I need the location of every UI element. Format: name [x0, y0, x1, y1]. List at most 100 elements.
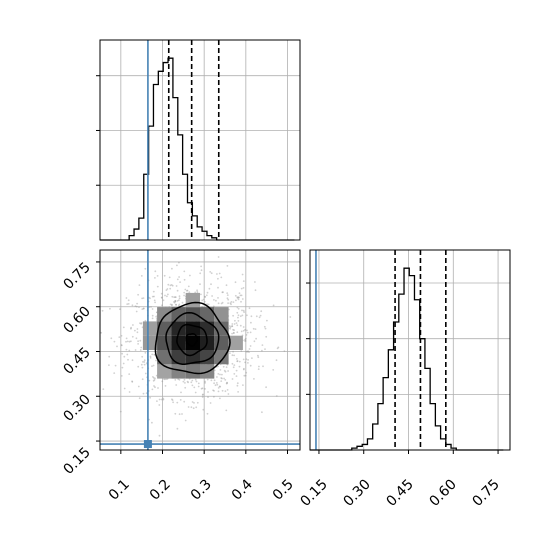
sample-point	[235, 322, 238, 324]
sample-point	[167, 283, 170, 286]
sample-point	[246, 331, 249, 334]
sample-point	[246, 350, 249, 353]
sample-point	[264, 348, 266, 350]
sample-point	[197, 385, 200, 388]
sample-point	[226, 292, 229, 294]
sample-point	[245, 358, 248, 360]
sample-point	[152, 379, 155, 382]
sample-point	[224, 390, 227, 393]
sample-point	[194, 378, 197, 381]
sample-point	[241, 273, 244, 276]
sample-point	[102, 388, 105, 390]
sample-point	[236, 306, 239, 309]
sample-point	[202, 393, 204, 396]
sample-point	[144, 351, 147, 354]
sample-point	[261, 344, 264, 346]
density-cell	[157, 307, 172, 322]
sample-point	[156, 275, 159, 277]
density-layer	[100, 256, 292, 437]
sample-point	[225, 366, 228, 369]
sample-point	[174, 299, 177, 302]
sample-point	[108, 355, 111, 358]
sample-point	[163, 378, 166, 381]
sample-point	[201, 394, 204, 396]
sample-point	[236, 358, 238, 360]
sample-point	[128, 391, 131, 393]
sample-point	[175, 285, 178, 287]
sample-point	[158, 398, 161, 401]
sample-point	[229, 302, 232, 304]
sample-point	[283, 350, 286, 352]
sample-point	[219, 397, 221, 400]
sample-point	[231, 325, 233, 328]
sample-point	[126, 340, 129, 343]
sample-point	[206, 412, 209, 415]
sample-point	[119, 308, 121, 311]
sample-point	[237, 298, 240, 301]
sample-point	[210, 272, 213, 275]
sample-point	[212, 389, 215, 392]
sample-point	[244, 328, 246, 331]
sample-point	[134, 349, 137, 351]
sample-point	[140, 275, 143, 277]
sample-point	[249, 345, 252, 347]
density-cell	[142, 321, 158, 336]
sample-point	[145, 392, 148, 395]
sample-point	[178, 303, 181, 306]
sample-point	[109, 307, 111, 310]
sample-point	[229, 326, 232, 329]
sample-point	[244, 337, 247, 340]
sample-point	[138, 306, 140, 308]
density-cell	[171, 321, 186, 336]
sample-point	[253, 378, 255, 380]
sample-point	[134, 329, 136, 332]
sample-point	[174, 296, 177, 298]
sample-point	[130, 340, 132, 343]
sample-point	[184, 419, 187, 422]
sample-point	[217, 297, 219, 299]
sample-point	[183, 270, 186, 273]
sample-point	[222, 365, 225, 368]
sample-point	[141, 355, 144, 358]
sample-point	[195, 380, 198, 383]
sample-point	[250, 315, 253, 318]
sample-point	[250, 321, 252, 324]
sample-point	[138, 397, 141, 400]
sample-point	[154, 301, 157, 304]
chart-marks	[100, 40, 504, 451]
density-cell	[214, 350, 229, 365]
sample-point	[220, 302, 223, 305]
x-tick-label-1: 0.2	[147, 477, 174, 504]
sample-point	[190, 406, 193, 409]
sample-point	[158, 434, 161, 437]
sample-point	[171, 284, 174, 287]
sample-point	[234, 281, 237, 284]
sample-point	[238, 360, 241, 363]
density-cell	[171, 307, 186, 322]
sample-point	[229, 327, 232, 330]
contour-level-3	[185, 333, 199, 347]
x-tick-label-4: 0.5	[270, 477, 297, 504]
sample-point	[218, 272, 221, 275]
sample-point	[236, 297, 239, 299]
sample-point	[174, 412, 177, 415]
sample-point	[210, 283, 212, 286]
sample-point	[240, 294, 243, 297]
sample-point	[184, 382, 186, 384]
sample-point	[142, 297, 145, 299]
sample-point	[137, 385, 140, 388]
sample-point	[178, 261, 180, 264]
sample-point	[173, 296, 176, 298]
sample-point	[153, 379, 156, 381]
sample-point	[108, 364, 110, 366]
sample-point	[101, 309, 104, 312]
sample-point	[134, 305, 137, 307]
sample-point	[226, 294, 229, 296]
sample-point	[254, 289, 257, 292]
sample-point	[140, 322, 143, 324]
sample-point	[226, 297, 229, 300]
sample-point	[239, 315, 242, 318]
sample-point	[235, 375, 238, 377]
x-tick-label-3: 0.4	[229, 476, 256, 503]
sample-point	[248, 348, 251, 350]
